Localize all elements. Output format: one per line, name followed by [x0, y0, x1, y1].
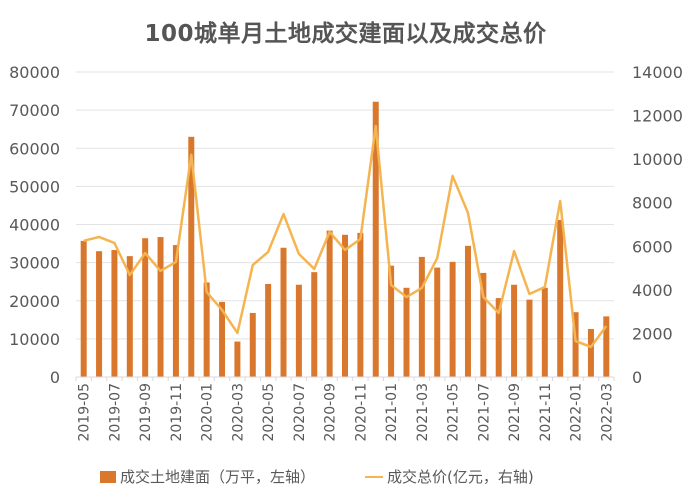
svg-text:6000: 6000	[632, 237, 673, 256]
legend-line-label: 成交总价(亿元，右轴)	[387, 468, 534, 486]
x-axis: 2019-05 2019-07 2019-09 2019-11 2020-01 2020-…	[75, 376, 615, 442]
svg-text:2021-01: 2021-01	[384, 383, 400, 442]
bar-series	[80, 101, 610, 378]
svg-text:2020-07: 2020-07	[292, 383, 308, 442]
svg-text:70000: 70000	[9, 101, 60, 120]
svg-text:2022-01: 2022-01	[569, 383, 585, 442]
legend: 成交土地建面（万平，左轴） 成交总价(亿元，右轴)	[100, 466, 584, 487]
svg-text:2020-05: 2020-05	[261, 383, 277, 442]
chart-title: 100城单月土地成交建面以及成交总价	[144, 21, 547, 47]
svg-text:2019-07: 2019-07	[107, 383, 123, 442]
svg-text:10000: 10000	[9, 330, 60, 349]
svg-text:2021-11: 2021-11	[538, 383, 554, 442]
svg-text:30000: 30000	[9, 254, 60, 273]
svg-text:12000: 12000	[632, 107, 683, 126]
svg-text:2022-03: 2022-03	[599, 383, 615, 442]
svg-text:50000: 50000	[9, 177, 60, 196]
svg-text:40000: 40000	[9, 216, 60, 235]
svg-text:2021-07: 2021-07	[476, 383, 492, 442]
right-axis-ticks: 0 2000 4000 6000 8000 10000 12000 14000	[632, 63, 683, 387]
svg-text:0: 0	[632, 368, 642, 387]
svg-text:2020-03: 2020-03	[230, 383, 246, 442]
svg-text:2019-11: 2019-11	[169, 383, 185, 442]
svg-text:4000: 4000	[632, 281, 673, 300]
svg-text:2019-09: 2019-09	[138, 383, 154, 442]
svg-text:60000: 60000	[9, 139, 60, 158]
svg-text:80000: 80000	[9, 63, 60, 82]
legend-bar-label: 成交土地建面（万平，左轴）	[120, 468, 316, 486]
svg-text:2019-05: 2019-05	[77, 383, 93, 442]
left-axis-ticks: 0 10000 20000 30000 40000 50000 60000 70000 8000…	[9, 63, 60, 387]
svg-text:2020-11: 2020-11	[353, 383, 369, 442]
line-swatch-icon	[365, 475, 384, 478]
bar-swatch-icon	[100, 470, 116, 483]
svg-text:14000: 14000	[632, 63, 683, 82]
line-series	[83, 124, 608, 349]
svg-text:8000: 8000	[632, 194, 673, 213]
svg-text:10000: 10000	[632, 150, 683, 169]
svg-text:2021-05: 2021-05	[446, 383, 462, 442]
svg-text:2000: 2000	[632, 324, 673, 343]
svg-text:2020-09: 2020-09	[323, 383, 339, 442]
svg-text:20000: 20000	[9, 292, 60, 311]
legend-item-bar: 成交土地建面（万平，左轴）	[100, 466, 315, 487]
svg-text:2021-09: 2021-09	[507, 383, 523, 442]
svg-text:2021-03: 2021-03	[415, 383, 431, 442]
svg-text:0: 0	[50, 368, 60, 387]
legend-item-line: 成交总价(亿元，右轴)	[365, 466, 534, 487]
svg-text:2020-01: 2020-01	[200, 383, 216, 442]
